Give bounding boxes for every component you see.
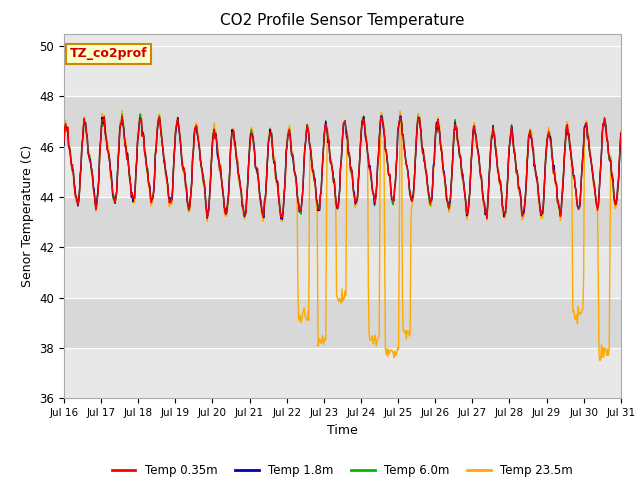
- X-axis label: Time: Time: [327, 424, 358, 437]
- Bar: [64, 298, 621, 348]
- Y-axis label: Senor Temperature (C): Senor Temperature (C): [20, 145, 34, 287]
- Legend: Temp 0.35m, Temp 1.8m, Temp 6.0m, Temp 23.5m: Temp 0.35m, Temp 1.8m, Temp 6.0m, Temp 2…: [107, 459, 578, 480]
- Bar: [64, 248, 621, 298]
- Bar: [64, 197, 621, 248]
- Bar: [64, 46, 621, 96]
- Bar: [64, 348, 621, 398]
- Bar: [64, 147, 621, 197]
- Text: TZ_co2prof: TZ_co2prof: [70, 48, 147, 60]
- Title: CO2 Profile Sensor Temperature: CO2 Profile Sensor Temperature: [220, 13, 465, 28]
- Bar: [64, 96, 621, 147]
